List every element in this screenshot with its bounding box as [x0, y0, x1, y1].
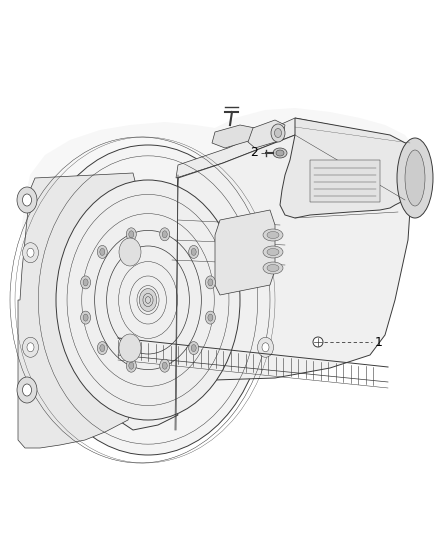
Polygon shape [110, 135, 410, 430]
Ellipse shape [208, 314, 213, 321]
Ellipse shape [397, 138, 433, 218]
Polygon shape [18, 173, 140, 448]
Polygon shape [280, 118, 418, 218]
Ellipse shape [191, 248, 196, 255]
Ellipse shape [162, 362, 167, 369]
Ellipse shape [17, 187, 37, 213]
Ellipse shape [262, 343, 269, 352]
Ellipse shape [160, 228, 170, 241]
Polygon shape [215, 210, 275, 295]
Ellipse shape [267, 248, 279, 255]
Ellipse shape [30, 145, 266, 455]
Ellipse shape [189, 342, 199, 354]
Ellipse shape [162, 231, 167, 238]
Ellipse shape [205, 276, 215, 289]
Ellipse shape [267, 231, 279, 238]
Ellipse shape [100, 344, 105, 352]
Ellipse shape [22, 194, 32, 206]
Ellipse shape [126, 359, 136, 372]
Polygon shape [176, 118, 395, 178]
Polygon shape [18, 108, 420, 435]
Ellipse shape [258, 337, 273, 357]
Ellipse shape [263, 262, 283, 274]
Ellipse shape [129, 362, 134, 369]
Polygon shape [248, 120, 285, 148]
Ellipse shape [81, 276, 91, 289]
Ellipse shape [258, 243, 273, 263]
Ellipse shape [22, 384, 32, 396]
Ellipse shape [267, 264, 279, 271]
Ellipse shape [83, 279, 88, 286]
Ellipse shape [139, 288, 157, 311]
Ellipse shape [208, 279, 213, 286]
Text: 2: 2 [250, 147, 258, 159]
Ellipse shape [276, 150, 284, 156]
Ellipse shape [313, 337, 323, 347]
Ellipse shape [56, 180, 240, 420]
Ellipse shape [143, 293, 153, 306]
Ellipse shape [22, 337, 39, 357]
Ellipse shape [263, 246, 283, 258]
Ellipse shape [27, 343, 34, 352]
Ellipse shape [271, 124, 285, 142]
Text: 1: 1 [375, 335, 383, 349]
Ellipse shape [273, 148, 287, 158]
Ellipse shape [145, 297, 151, 303]
Polygon shape [212, 125, 255, 148]
Ellipse shape [97, 245, 107, 259]
Ellipse shape [160, 359, 170, 372]
Ellipse shape [22, 243, 39, 263]
Ellipse shape [100, 248, 105, 255]
Ellipse shape [126, 228, 136, 241]
Ellipse shape [405, 150, 425, 206]
Ellipse shape [205, 311, 215, 324]
Ellipse shape [129, 231, 134, 238]
Ellipse shape [81, 311, 91, 324]
Ellipse shape [97, 342, 107, 354]
Ellipse shape [275, 128, 282, 138]
Ellipse shape [189, 245, 199, 259]
Ellipse shape [263, 229, 283, 241]
Ellipse shape [191, 344, 196, 352]
Ellipse shape [83, 314, 88, 321]
FancyBboxPatch shape [310, 160, 380, 202]
Ellipse shape [262, 248, 269, 257]
Ellipse shape [17, 377, 37, 403]
Ellipse shape [27, 248, 34, 257]
Ellipse shape [119, 238, 141, 266]
Ellipse shape [119, 334, 141, 362]
